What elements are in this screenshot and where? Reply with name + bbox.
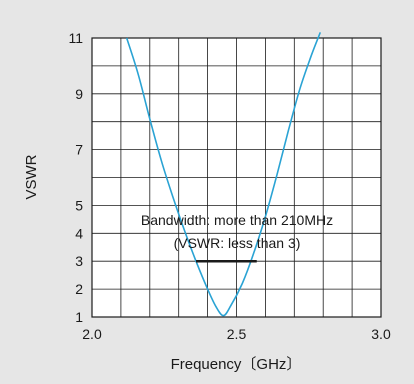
x-tick-labels: 2.0 2.5 3.0 (82, 326, 391, 342)
y-axis-label: VSWR (23, 154, 40, 199)
x-tick-label: 2.0 (82, 326, 102, 342)
y-tick-label: 11 (68, 30, 83, 46)
y-tick-label: 9 (75, 86, 83, 102)
annotation-vswr-condition: (VSWR: less than 3) (174, 235, 301, 251)
plot-frame (91, 37, 382, 318)
x-tick-label: 2.5 (227, 326, 247, 342)
y-tick-label: 1 (75, 309, 83, 325)
x-tick-label: 3.0 (371, 326, 391, 342)
y-tick-label: 4 (75, 225, 83, 241)
x-axis-label: Frequency〔GHz〕 (171, 356, 302, 373)
y-tick-label: 7 (75, 142, 83, 158)
y-tick-labels: 1 2 3 4 5 7 9 11 (68, 30, 83, 325)
y-tick-label: 2 (75, 281, 83, 297)
vswr-curve-line (125, 32, 322, 317)
y-tick-label: 3 (75, 253, 83, 269)
y-tick-label: 5 (75, 197, 83, 213)
annotation-bandwidth: Bandwidth: more than 210MHz (141, 212, 333, 228)
